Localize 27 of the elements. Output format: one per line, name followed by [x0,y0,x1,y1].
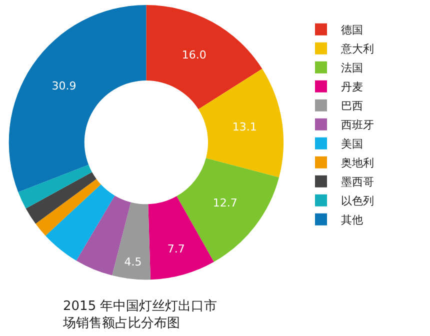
donut-slice [146,5,262,110]
legend-label: 以色列 [341,194,374,208]
legend-label: 丹麦 [341,80,363,94]
data-label: 16.0 [182,48,206,62]
legend-label: 巴西 [341,100,363,113]
donut-slice [45,184,115,261]
donut-slice [36,179,101,236]
data-label: 4.5 [124,256,142,269]
legend-label: 法国 [341,62,363,75]
legend-label: 西班牙 [341,118,374,132]
legend-label: 奥地利 [341,156,374,170]
donut-slice [112,202,151,280]
donut-slice [148,196,214,280]
text: 2015 年中国灯丝灯出口市场销售额占比分布图 [62,299,218,331]
legend-label: 墨西哥 [341,176,374,189]
donut-slice [8,5,146,192]
data-label: 12.7 [212,196,238,210]
legend-label: 其他 [341,214,363,227]
donut-slice [26,172,96,224]
donut-slice [18,164,92,209]
legend-label: 德国 [341,24,363,37]
data-label: 7.7 [167,242,185,256]
legend-label: 美国 [341,138,363,151]
data-label: 13.1 [232,120,257,134]
data-label: 30.9 [52,80,76,93]
legend-label: 意大利 [340,42,374,56]
donut-slice [198,68,284,178]
